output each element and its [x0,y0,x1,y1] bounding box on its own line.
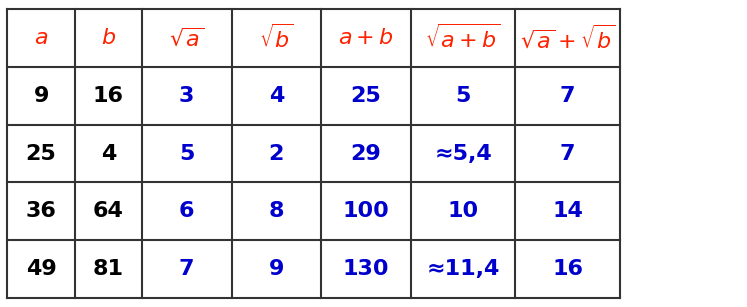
Text: 7: 7 [560,86,575,106]
Text: 29: 29 [350,143,382,164]
Text: $a$: $a$ [34,28,48,48]
Text: 9: 9 [269,259,284,279]
Text: 7: 7 [179,259,194,279]
Text: 4: 4 [101,143,116,164]
Text: 64: 64 [93,201,124,221]
Text: 5: 5 [456,86,471,106]
Text: 2: 2 [269,143,284,164]
Text: 16: 16 [93,86,124,106]
Text: 3: 3 [179,86,194,106]
Text: $a + b$: $a + b$ [338,28,394,48]
Text: $\sqrt{a}$: $\sqrt{a}$ [169,27,205,49]
Text: 5: 5 [179,143,194,164]
Text: 16: 16 [552,259,583,279]
Text: 25: 25 [25,143,57,164]
Text: ≈5,4: ≈5,4 [434,143,492,164]
Text: 7: 7 [560,143,575,164]
Text: ≈11,4: ≈11,4 [427,259,500,279]
Text: $b$: $b$ [101,28,116,48]
Text: $\sqrt{a+b}$: $\sqrt{a+b}$ [426,24,500,52]
Text: $\sqrt{b}$: $\sqrt{b}$ [259,24,294,52]
Text: 8: 8 [269,201,284,221]
Text: 36: 36 [25,201,57,221]
Text: 14: 14 [552,201,583,221]
Text: 81: 81 [93,259,124,279]
Text: 9: 9 [34,86,49,106]
Text: 130: 130 [343,259,389,279]
Text: 6: 6 [179,201,194,221]
Text: $\sqrt{a}+\sqrt{b}$: $\sqrt{a}+\sqrt{b}$ [520,24,616,52]
Text: 4: 4 [269,86,284,106]
Text: 100: 100 [343,201,389,221]
Text: 49: 49 [25,259,57,279]
Text: 25: 25 [350,86,382,106]
Text: 10: 10 [447,201,479,221]
